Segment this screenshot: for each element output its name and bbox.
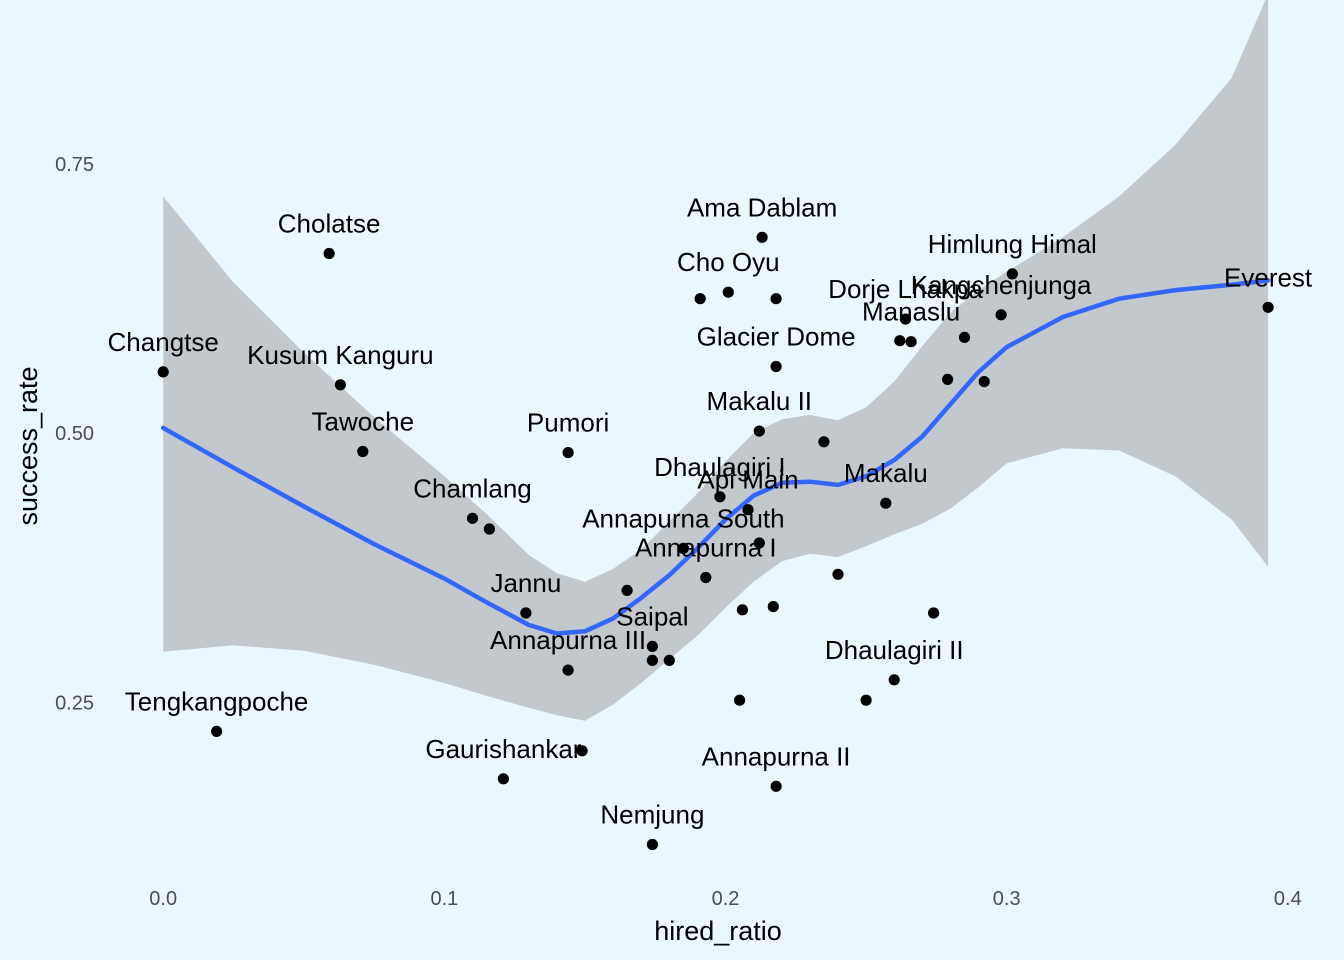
point-label: Himlung Himal: [928, 229, 1097, 259]
data-point: [767, 601, 779, 613]
point-label: Ama Dablam: [687, 192, 837, 222]
data-point: [646, 838, 659, 851]
x-tick-label: 0.2: [712, 888, 740, 910]
point-label: Glacier Dome: [697, 322, 856, 352]
data-point: [736, 604, 749, 616]
data-point: [770, 293, 782, 305]
data-point: [1006, 268, 1018, 280]
y-tick-label: 0.75: [55, 154, 94, 176]
data-point: [978, 376, 990, 388]
data-point: [753, 537, 765, 549]
confidence-band: [163, 0, 1269, 721]
point-label: Pumori: [527, 408, 609, 438]
point-label: Annapurna II: [702, 741, 851, 771]
x-axis-ticks: 0.0 0.1 0.2 0.3 0.4: [149, 888, 1301, 910]
data-point: [888, 674, 900, 686]
data-point: [714, 491, 726, 503]
point-label: Changtse: [108, 327, 219, 357]
points-layer: [157, 231, 1274, 851]
data-point: [899, 313, 912, 325]
data-point: [211, 725, 223, 738]
point-label: Saipal: [616, 601, 688, 631]
data-point: [832, 568, 844, 580]
data-point: [483, 523, 495, 535]
point-label: Makalu: [844, 458, 928, 488]
data-point: [646, 654, 659, 667]
data-point: [928, 607, 940, 619]
data-point: [942, 373, 954, 385]
point-label: Jannu: [490, 568, 561, 598]
data-point: [734, 694, 746, 706]
x-tick-label: 0.4: [1274, 888, 1302, 910]
data-point: [157, 366, 169, 378]
data-point: [722, 286, 734, 298]
data-point: [770, 780, 782, 792]
data-point: [334, 379, 346, 391]
x-tick-label: 0.3: [993, 888, 1021, 910]
x-tick-label: 0.1: [430, 888, 458, 910]
point-labels-layer: Changtse Tengkangpoche Cholatse Kusum Kangu…: [108, 192, 1313, 829]
data-point: [357, 445, 369, 458]
point-label: Everest: [1224, 262, 1313, 292]
point-label: Makalu II: [707, 386, 813, 416]
data-point: [818, 436, 830, 448]
data-point: [860, 694, 872, 706]
point-label: Nemjung: [600, 800, 704, 830]
y-axis-title: success_rate: [13, 366, 43, 525]
data-point: [562, 664, 574, 676]
data-point: [520, 607, 532, 619]
point-label: Dhaulagiri I: [654, 452, 786, 482]
point-label: Gaurishankar: [425, 734, 581, 764]
data-point: [905, 336, 917, 348]
point-label: Cho Oyu: [677, 247, 780, 277]
data-point: [562, 447, 574, 459]
data-point: [694, 293, 706, 305]
data-point: [753, 425, 765, 437]
data-point: [677, 542, 690, 555]
point-label: Dhaulagiri II: [825, 635, 964, 665]
point-label: Dorje Lhakpa: [828, 274, 983, 304]
point-label: Chamlang: [413, 473, 532, 503]
y-axis-ticks: 0.25 0.50 0.75: [55, 154, 94, 714]
data-point: [621, 584, 633, 597]
point-label: Annapurna III: [490, 625, 646, 655]
data-point: [770, 360, 782, 373]
point-label: Api Main: [697, 465, 798, 495]
x-axis-title: hired_ratio: [654, 916, 782, 946]
point-label: Annapurna South: [582, 503, 784, 533]
point-label: Tawoche: [311, 407, 414, 437]
y-tick-label: 0.25: [55, 692, 94, 714]
data-point: [576, 745, 588, 757]
data-point: [466, 512, 479, 524]
confidence-band-layer: [163, 0, 1269, 721]
data-point: [323, 247, 335, 260]
data-point: [700, 571, 712, 584]
point-label: Cholatse: [278, 209, 381, 239]
point-label: Manaslu: [862, 297, 960, 327]
point-label: Annapurna I: [635, 533, 777, 563]
data-point: [646, 640, 659, 653]
data-point: [894, 335, 906, 347]
data-point: [995, 309, 1007, 321]
data-point: [880, 497, 892, 509]
smooth-line-layer: [160, 278, 1271, 636]
data-point: [1262, 301, 1274, 313]
x-tick-label: 0.0: [149, 888, 177, 910]
data-point: [497, 773, 509, 785]
point-label: Kangchenjunga: [911, 270, 1092, 300]
point-label: Tengkangpoche: [125, 686, 309, 716]
data-point: [742, 504, 754, 516]
point-label: Kusum Kanguru: [247, 340, 433, 370]
data-point: [663, 654, 675, 667]
data-point: [756, 231, 768, 243]
data-point: [958, 331, 971, 343]
y-tick-label: 0.50: [55, 423, 94, 445]
smooth-line: [160, 278, 1271, 636]
